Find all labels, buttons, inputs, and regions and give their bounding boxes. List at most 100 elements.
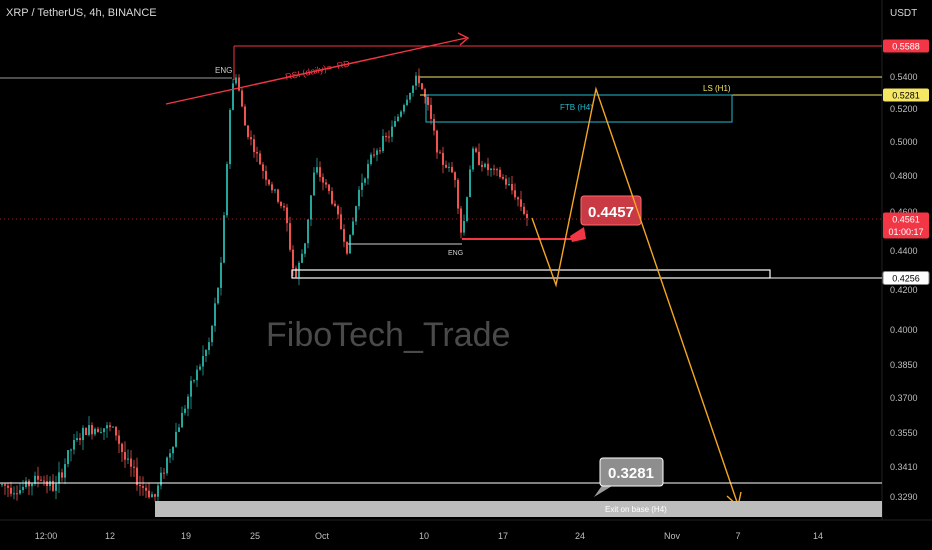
candle-body xyxy=(325,182,327,185)
price-tag xyxy=(883,212,929,239)
candle-body xyxy=(424,89,426,98)
candle-body xyxy=(445,164,447,168)
candle-body xyxy=(274,189,276,191)
candle-body xyxy=(151,494,153,498)
candle-body xyxy=(454,172,456,180)
ftb-label: FTB (H4) xyxy=(560,103,593,112)
candle-body xyxy=(460,208,462,233)
time-tick-label: Oct xyxy=(315,531,330,541)
ftb-zone xyxy=(425,94,733,123)
candle-body xyxy=(340,214,342,230)
candle-body xyxy=(379,150,381,152)
candle-body xyxy=(175,431,177,447)
candle-body xyxy=(427,97,429,105)
projection-path xyxy=(531,86,739,506)
support-zone xyxy=(291,269,771,279)
candle-body xyxy=(148,490,150,498)
price-tick-label: 0.5200 xyxy=(890,104,918,114)
entry-callout xyxy=(580,195,642,226)
candle-body xyxy=(361,182,363,190)
candle-body xyxy=(319,167,321,177)
candle-body xyxy=(115,426,117,436)
time-tick-label: Nov xyxy=(664,531,681,541)
candle-body xyxy=(421,83,423,90)
candle-body xyxy=(490,168,492,171)
rsi-arrow-head xyxy=(457,32,470,46)
candle-body xyxy=(487,163,489,171)
candle-body xyxy=(268,179,270,185)
candle-body xyxy=(517,197,519,200)
candle-body xyxy=(310,195,312,220)
candle-body xyxy=(496,169,498,171)
candle-body xyxy=(223,215,225,263)
candle-body xyxy=(466,197,468,222)
candle-body xyxy=(76,438,78,441)
candle-body xyxy=(217,287,219,304)
candle-body xyxy=(280,201,282,207)
candle-body xyxy=(10,487,12,494)
candle-body xyxy=(250,137,252,140)
candle-body xyxy=(382,136,384,152)
candle-body xyxy=(478,151,480,165)
candle-body xyxy=(241,90,243,107)
candle-body xyxy=(448,166,450,168)
price-tick-label: 0.4600 xyxy=(890,207,918,217)
candle-body xyxy=(253,139,255,153)
candle-body xyxy=(394,121,396,127)
time-tick-label: 25 xyxy=(250,531,260,541)
candle-body xyxy=(145,487,147,491)
candle-body xyxy=(409,92,411,100)
countdown-label: 01:00:17 xyxy=(888,227,923,237)
candle-body xyxy=(31,483,33,487)
rsi-divergence-arrow xyxy=(165,37,467,105)
price-tick-label: 0.4200 xyxy=(890,285,918,295)
price-tick-label: 0.3410 xyxy=(890,462,918,472)
candle-body xyxy=(82,427,84,441)
candle-body xyxy=(55,483,57,491)
candle-body xyxy=(190,380,192,397)
price-tick-label: 0.3290 xyxy=(890,492,918,502)
candle-body xyxy=(370,154,372,164)
candle-body xyxy=(289,223,291,250)
price-tick-label: 0.4800 xyxy=(890,171,918,181)
candle-body xyxy=(334,203,336,206)
candle-body xyxy=(130,458,132,467)
exit-label: Exit on base (H4) xyxy=(605,505,667,514)
candle-body xyxy=(439,152,441,154)
candle-body xyxy=(106,425,108,429)
time-tick-label: 10 xyxy=(419,531,429,541)
candle-body xyxy=(1,484,3,486)
candle-body xyxy=(79,438,81,441)
candle-body xyxy=(67,450,69,465)
price-tags: 0.5588 0.5281 0.4561 01:00:17 0.4256 xyxy=(882,39,930,285)
price-tag-label: 0.5281 xyxy=(892,91,920,101)
candle-body xyxy=(97,428,99,433)
candle-body xyxy=(502,177,504,179)
candle-body xyxy=(181,412,183,428)
chart-title: XRP / TetherUS, 4h, BINANCE xyxy=(6,7,157,19)
candle-body xyxy=(403,105,405,112)
candle-body xyxy=(430,104,432,119)
candle-body xyxy=(373,154,375,156)
candle-body xyxy=(304,243,306,254)
candle-body xyxy=(172,446,174,454)
candle-body xyxy=(211,325,213,343)
candle-body xyxy=(346,241,348,254)
candle-body xyxy=(214,303,216,326)
candle-body xyxy=(205,350,207,357)
candle-body xyxy=(247,125,249,138)
candle-body xyxy=(307,219,309,244)
candle-body xyxy=(166,457,168,474)
candle-body xyxy=(232,83,234,110)
price-tick-label: 0.3550 xyxy=(890,428,918,438)
candle-body xyxy=(34,475,36,484)
candle-body xyxy=(208,342,210,351)
time-axis: 12:00 12 19 25 Oct 10 17 24 Nov 7 14 xyxy=(35,531,823,541)
candle-body xyxy=(46,481,48,487)
candle-body xyxy=(85,427,87,435)
candle-body xyxy=(4,484,6,486)
candle-body xyxy=(523,206,525,214)
candle-body xyxy=(91,425,93,435)
candle-body xyxy=(451,166,453,173)
